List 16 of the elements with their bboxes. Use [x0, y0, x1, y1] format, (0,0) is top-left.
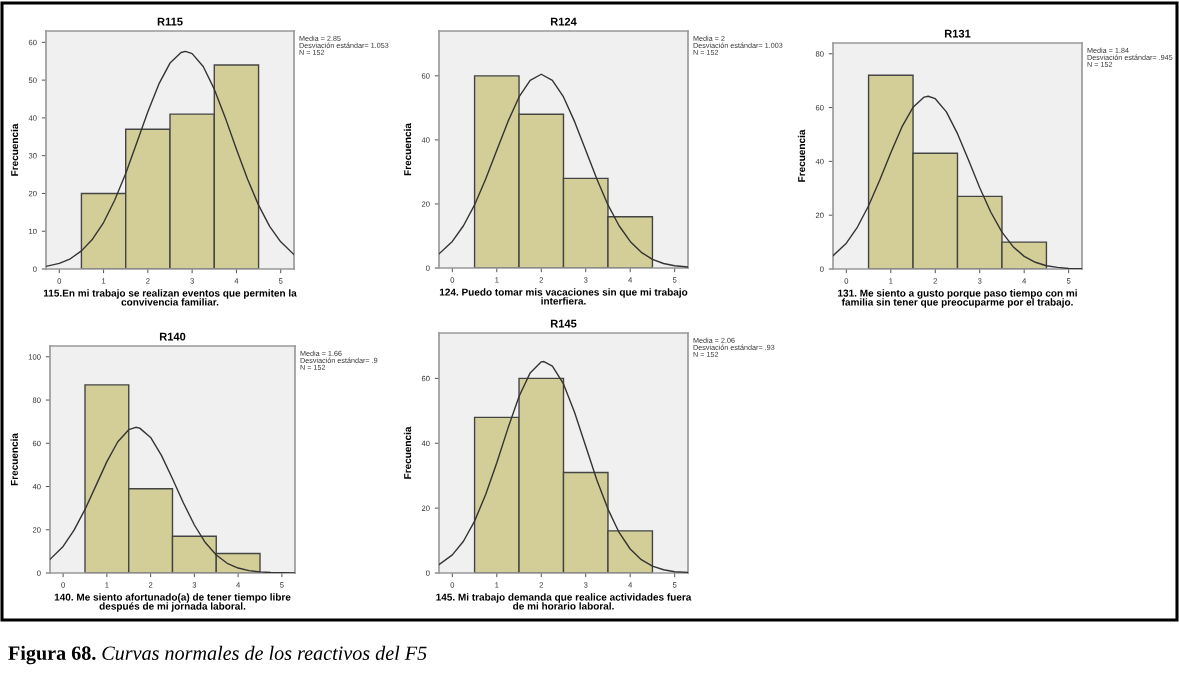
x-axis-title: 131. Me siento a gusto porque paso tiempo con mi familia sin tener que preocuparme por el trabajo. [838, 289, 1077, 308]
x-axis-title: 124. Puedo tomar mis vacaciones sin que mi trabajo interfiera. [439, 288, 688, 305]
y-axis-title: Frecuencia [797, 129, 806, 182]
chart-title: R131 [944, 29, 971, 38]
chart-title: R115 [157, 17, 183, 26]
x-axis-title: 145. Mi trabajo demanda que realice actividades fuera de mi horario laboral. [436, 593, 692, 610]
chart-title: R140 [159, 332, 186, 341]
text: Figura 68. Curvas normales de los reactivos del F5 [8, 645, 427, 665]
y-axis-title: Frecuencia [403, 123, 412, 176]
x-axis-title: 140. Me siento afortunado(a) de tener tiempo libre después de mi jornada laboral. [54, 593, 291, 612]
y-axis-title: Frecuencia [10, 433, 18, 486]
chart-title: R145 [550, 319, 577, 328]
y-axis-title: Frecuencia [10, 123, 19, 176]
chart-title: R124 [550, 17, 577, 26]
x-axis-title: 115.En mi trabajo se realizan eventos que permiten la convivencia familiar. [43, 289, 297, 306]
y-axis-title: Frecuencia [403, 426, 412, 479]
